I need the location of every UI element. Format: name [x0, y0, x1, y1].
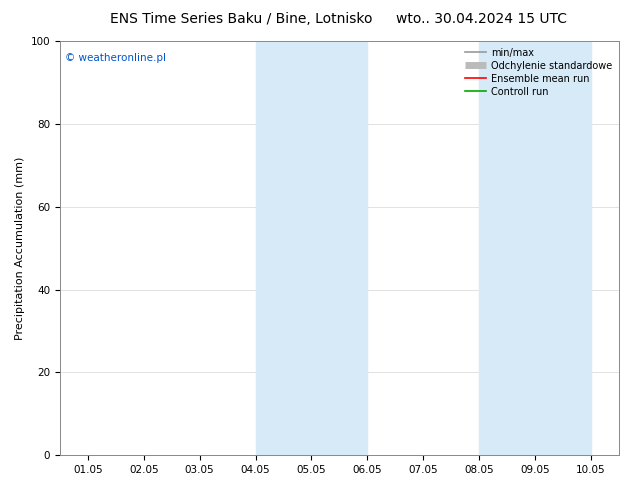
- Text: wto.. 30.04.2024 15 UTC: wto.. 30.04.2024 15 UTC: [396, 12, 567, 26]
- Bar: [479, 41, 591, 455]
- Legend: min/max, Odchylenie standardowe, Ensemble mean run, Controll run: min/max, Odchylenie standardowe, Ensembl…: [461, 44, 616, 100]
- Bar: [256, 41, 368, 455]
- Text: © weatheronline.pl: © weatheronline.pl: [65, 53, 167, 64]
- Y-axis label: Precipitation Accumulation (mm): Precipitation Accumulation (mm): [15, 156, 25, 340]
- Text: ENS Time Series Baku / Bine, Lotnisko: ENS Time Series Baku / Bine, Lotnisko: [110, 12, 372, 26]
